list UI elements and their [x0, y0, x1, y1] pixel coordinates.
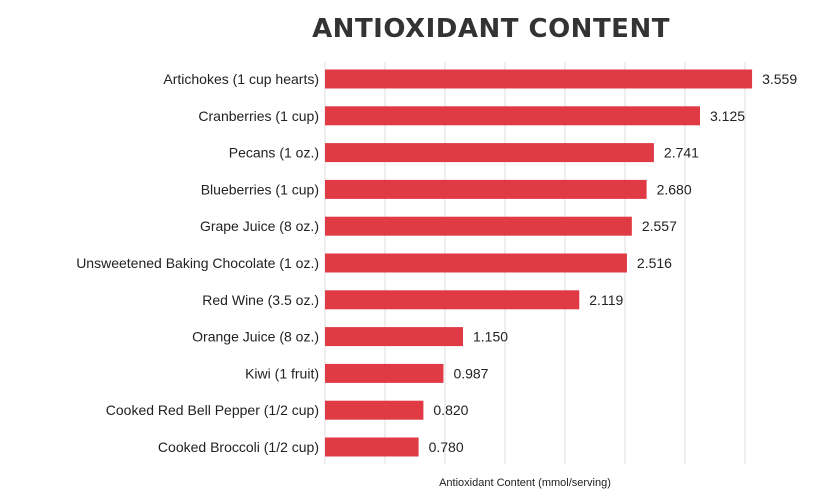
- bar: [325, 216, 632, 236]
- category-label: Kiwi (1 fruit): [245, 365, 319, 381]
- value-label: 0.820: [433, 402, 468, 418]
- x-axis-label: Antioxidant Content (mmol/serving): [439, 477, 611, 489]
- value-label: 2.119: [589, 292, 623, 308]
- category-label: Blueberries (1 cup): [201, 181, 319, 197]
- category-label: Cranberries (1 cup): [198, 108, 319, 124]
- value-label: 0.780: [429, 439, 464, 455]
- value-label: 2.741: [664, 145, 699, 161]
- chart-title: ANTIOXIDANT CONTENT: [312, 14, 670, 44]
- category-label: Orange Juice (8 oz.): [192, 329, 319, 345]
- value-label: 2.680: [657, 181, 692, 197]
- value-label: 2.516: [637, 255, 672, 271]
- bar-layer: [325, 69, 753, 457]
- bar: [325, 106, 700, 126]
- bar: [325, 179, 647, 199]
- value-label: 3.125: [710, 108, 745, 124]
- category-label: Unsweetened Baking Chocolate (1 oz.): [76, 255, 319, 271]
- value-label: 3.559: [762, 71, 797, 87]
- category-label: Cooked Red Bell Pepper (1/2 cup): [106, 402, 319, 418]
- category-label: Cooked Broccoli (1/2 cup): [158, 439, 319, 455]
- bar: [325, 363, 444, 383]
- category-label: Pecans (1 oz.): [229, 145, 319, 161]
- bar: [325, 400, 424, 420]
- category-label: Grape Juice (8 oz.): [200, 218, 319, 234]
- bar: [325, 327, 463, 347]
- bar: [325, 290, 580, 310]
- value-label: 2.557: [642, 218, 677, 234]
- value-label: 1.150: [473, 329, 508, 345]
- category-label: Artichokes (1 cup hearts): [163, 71, 319, 87]
- value-label: 0.987: [453, 365, 488, 381]
- category-label: Red Wine (3.5 oz.): [202, 292, 319, 308]
- chart-title-wrap: ANTIOXIDANT CONTENT: [0, 14, 822, 44]
- bar: [325, 143, 654, 163]
- bar: [325, 437, 419, 457]
- bar: [325, 253, 627, 273]
- bar: [325, 69, 753, 89]
- label-layer: Artichokes (1 cup hearts) 3.559 Cranberrie…: [76, 71, 797, 455]
